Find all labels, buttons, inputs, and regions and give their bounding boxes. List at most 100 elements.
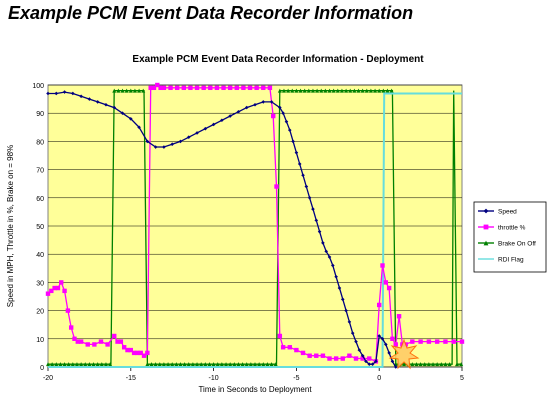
data-point <box>339 88 344 93</box>
data-point <box>178 362 183 367</box>
series-brake-on-off <box>46 88 464 367</box>
data-point <box>75 339 81 344</box>
data-point <box>278 105 282 110</box>
data-point <box>385 88 390 93</box>
data-point <box>294 347 299 353</box>
data-point <box>287 345 292 350</box>
data-point <box>335 88 340 93</box>
data-point <box>58 362 63 367</box>
data-point <box>287 128 292 132</box>
data-point <box>253 362 257 367</box>
data-point <box>248 362 253 367</box>
y-tick-label: 80 <box>36 139 44 146</box>
data-point <box>46 91 50 96</box>
data-point <box>211 122 216 127</box>
data-point <box>426 362 431 367</box>
data-point <box>426 339 432 344</box>
data-point <box>334 274 338 279</box>
data-point <box>244 105 249 110</box>
data-point <box>220 118 224 123</box>
data-point <box>302 88 307 93</box>
data-point <box>137 88 142 93</box>
data-point <box>327 356 332 361</box>
y-tick-label: 60 <box>36 196 44 203</box>
data-point <box>331 263 335 268</box>
data-point <box>137 125 141 130</box>
y-tick-label: 10 <box>36 337 44 344</box>
data-point <box>195 131 199 135</box>
data-point <box>120 111 125 115</box>
data-point <box>294 150 299 155</box>
data-point <box>317 229 322 234</box>
data-point <box>280 345 286 350</box>
data-point <box>360 88 365 93</box>
data-point <box>208 85 213 91</box>
data-point <box>373 88 378 93</box>
data-point <box>234 85 239 91</box>
legend: Speed throttle % Brake On Off RDI Flag <box>473 201 547 273</box>
data-point <box>132 88 137 93</box>
data-point <box>92 342 97 347</box>
data-point <box>121 345 127 350</box>
data-point <box>128 347 133 353</box>
data-point <box>203 126 208 131</box>
data-point <box>383 280 389 285</box>
data-point <box>195 362 200 367</box>
data-point <box>104 102 108 107</box>
data-point <box>435 362 440 367</box>
data-point <box>357 348 362 352</box>
data-point <box>265 362 270 367</box>
data-point <box>269 100 274 104</box>
data-point <box>66 362 71 367</box>
data-point <box>319 88 324 93</box>
data-point <box>62 288 67 294</box>
data-point <box>367 356 372 361</box>
data-point <box>149 362 154 367</box>
data-point <box>188 85 193 91</box>
data-point <box>52 285 57 291</box>
data-point <box>145 362 150 367</box>
data-point <box>447 362 452 367</box>
data-point <box>340 356 345 361</box>
data-point <box>347 353 352 358</box>
data-point <box>95 362 100 367</box>
data-point <box>125 347 130 353</box>
data-point <box>161 85 167 91</box>
data-point <box>103 362 108 367</box>
data-point <box>236 362 241 367</box>
y-tick-label: 0 <box>40 365 44 372</box>
data-point <box>54 362 59 367</box>
data-point <box>46 362 50 367</box>
data-point <box>68 325 74 330</box>
legend-marker <box>483 224 489 230</box>
data-point <box>367 362 372 366</box>
data-point <box>174 362 179 367</box>
data-point <box>70 362 75 367</box>
data-point <box>352 88 357 93</box>
data-point <box>315 88 320 93</box>
data-point <box>135 350 140 356</box>
data-point <box>257 362 262 367</box>
data-point <box>174 85 180 91</box>
data-point <box>360 356 365 361</box>
data-point <box>434 339 440 344</box>
data-point <box>323 88 328 93</box>
data-point <box>390 336 395 341</box>
data-point <box>439 362 444 367</box>
data-point <box>49 288 54 294</box>
data-point <box>301 173 305 178</box>
data-point <box>414 362 419 367</box>
x-tick-label: -5 <box>293 375 299 382</box>
data-point <box>281 88 286 93</box>
data-point <box>364 88 369 93</box>
data-point <box>170 142 174 147</box>
data-point <box>50 362 55 367</box>
data-point <box>274 184 279 189</box>
data-point <box>87 362 92 367</box>
data-point <box>151 85 157 91</box>
data-point <box>422 362 427 367</box>
data-point <box>374 359 378 364</box>
data-point <box>228 114 232 118</box>
data-point <box>277 333 283 339</box>
data-point <box>214 85 220 91</box>
